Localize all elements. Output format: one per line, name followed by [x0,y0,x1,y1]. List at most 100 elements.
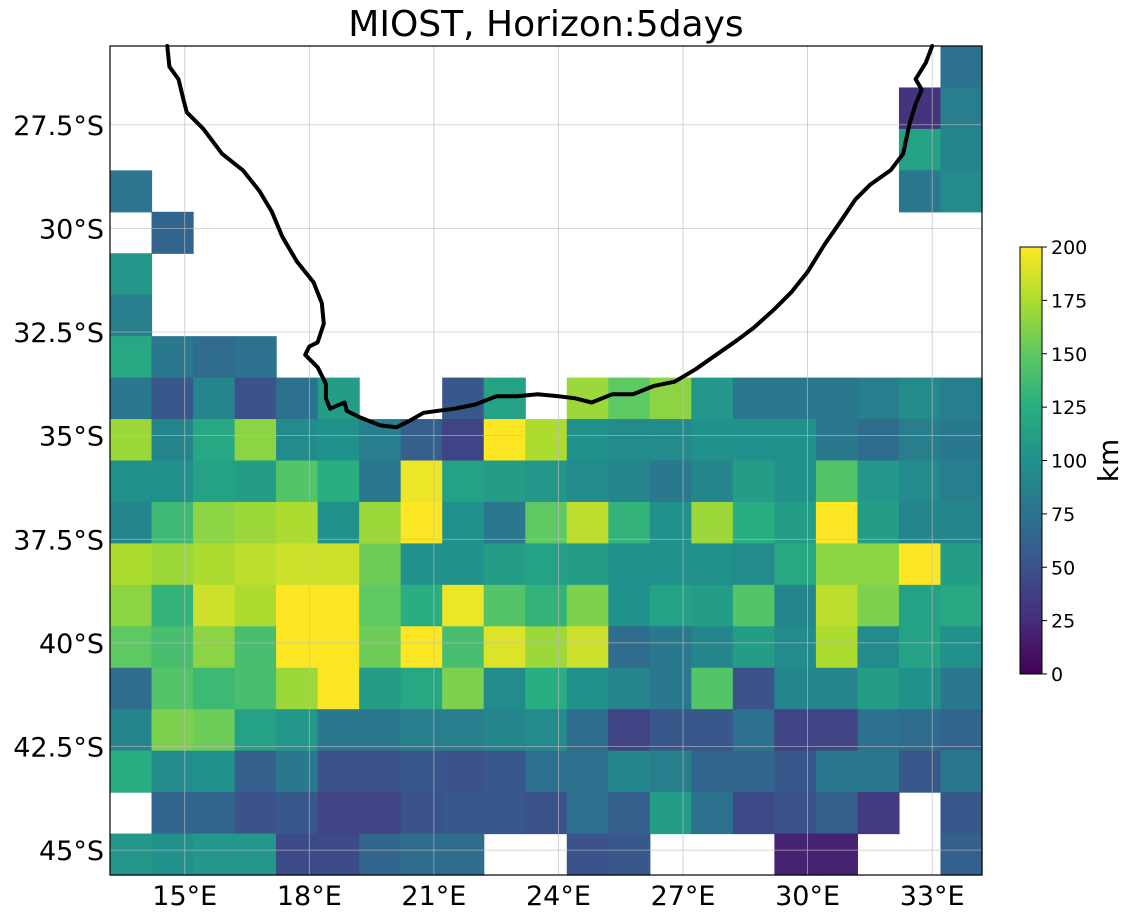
heatmap-cell [152,212,194,254]
heatmap-cell [152,792,194,834]
heatmap-cell [235,502,277,544]
heatmap-cell [567,419,609,461]
heatmap-cell [401,461,443,503]
heatmap-cell [401,502,443,544]
heatmap-cell [608,543,650,585]
heatmap-cell [484,792,526,834]
heatmap-cell [733,378,775,420]
coastline [167,46,932,427]
heatmap-cell [650,461,692,503]
heatmap-cell [899,461,941,503]
y-axis: 27.5°S 30°S 32.5°S 35°S 37.5°S 40°S 42.5°S 45°S [13,111,104,867]
heatmap-cell [525,626,567,668]
heatmap-cell [816,709,858,751]
heatmap-cell [525,585,567,627]
heatmap-cell [484,461,526,503]
heatmap-cell [110,378,152,420]
colorbar-label: km [1092,439,1125,483]
heatmap-cell [442,792,484,834]
heatmap-cell [235,668,277,710]
heatmap-cell [484,585,526,627]
heatmap-cell [110,253,152,295]
heatmap-cell [359,709,401,751]
heatmap-cell [110,709,152,751]
heatmap-cell [691,792,733,834]
heatmap-cell [152,585,194,627]
heatmap-cell [691,585,733,627]
heatmap-cell [774,834,816,876]
heatmap-cell [359,502,401,544]
heatmap-cell [940,378,982,420]
heatmap-cell [608,792,650,834]
colorbar-gradient [1020,247,1042,674]
heatmap-cell [899,709,941,751]
heatmap-cell [235,378,277,420]
heatmap-cell [567,751,609,793]
heatmap-cell [442,668,484,710]
heatmap-cell [110,626,152,668]
heatmap-cell [484,626,526,668]
heatmap-cell [276,585,318,627]
heatmap-cell [857,668,899,710]
heatmap-cell [442,378,484,420]
heatmap-cell [733,419,775,461]
heatmap-cell [774,792,816,834]
heatmap-cell [691,502,733,544]
heatmap-cell [650,751,692,793]
heatmap-cell [691,709,733,751]
heatmap-cell [276,709,318,751]
y-tick-label: 42.5°S [13,733,104,764]
heatmap-cell [235,543,277,585]
heatmap-cell [401,585,443,627]
heatmap-cell [276,378,318,420]
heatmap-cell [193,792,235,834]
heatmap-cell [650,585,692,627]
heatmap-cell [774,502,816,544]
heatmap-cell [193,419,235,461]
heatmap-cell [525,502,567,544]
heatmap-cell [857,585,899,627]
heatmap-cell [733,461,775,503]
x-tick-label: 15°E [152,881,217,912]
heatmap-cell [484,709,526,751]
heatmap-cell [940,834,982,876]
heatmap-cell [110,170,152,212]
heatmap-cell [235,585,277,627]
heatmap-cell [525,709,567,751]
heatmap-cell [110,295,152,337]
heatmap-cell [442,419,484,461]
heatmap-cell [525,461,567,503]
heatmap-cell [608,751,650,793]
colorbar-tick-label: 125 [1051,397,1087,419]
y-tick-label: 45°S [39,836,104,867]
colorbar-tick-label: 200 [1051,237,1087,259]
heatmap-cell [193,378,235,420]
heatmap-cell [110,585,152,627]
heatmap-cell [401,792,443,834]
heatmap-cell [484,502,526,544]
heatmap-cell [650,792,692,834]
x-tick-label: 27°E [651,881,716,912]
heatmap-cell [235,461,277,503]
heatmap-cell [691,668,733,710]
heatmap-cell [691,419,733,461]
heatmap-cell [318,585,360,627]
heatmap-cell [276,543,318,585]
heatmap-cell [733,792,775,834]
heatmap-cell [110,543,152,585]
heatmap-cell [152,461,194,503]
heatmap-cell [442,709,484,751]
heatmap-cell [110,502,152,544]
heatmap-cell [691,626,733,668]
heatmap-cell [276,502,318,544]
heatmap-cell [110,461,152,503]
colorbar-tick-label: 25 [1051,611,1075,633]
heatmap-cell [442,834,484,876]
heatmap-cell [774,751,816,793]
heatmap-cell [152,378,194,420]
heatmap-cell [276,461,318,503]
heatmap-cell [940,87,982,129]
colorbar-tick-label: 0 [1051,664,1063,686]
heatmap-cell [235,834,277,876]
colorbar-tick-label: 50 [1051,557,1075,579]
